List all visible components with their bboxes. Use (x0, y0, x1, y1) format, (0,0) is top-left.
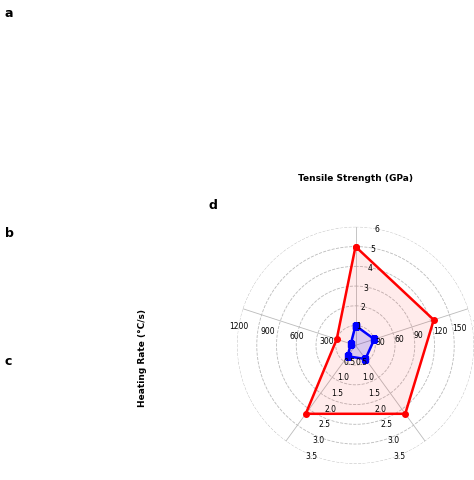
Text: 180: 180 (472, 320, 474, 328)
Text: 2.5: 2.5 (318, 420, 330, 429)
Text: 6: 6 (374, 225, 379, 234)
Text: Heating Rate (°C/s): Heating Rate (°C/s) (138, 309, 147, 407)
Text: 4: 4 (367, 264, 372, 273)
Text: 2.0: 2.0 (374, 404, 386, 413)
Text: 1200: 1200 (229, 322, 248, 331)
Text: Tensile Strength (GPa): Tensile Strength (GPa) (298, 173, 413, 182)
Text: 3.5: 3.5 (306, 451, 318, 460)
Text: 1.0: 1.0 (362, 372, 374, 382)
Text: 0.5: 0.5 (343, 357, 356, 366)
Text: d: d (209, 198, 218, 211)
Text: a: a (5, 7, 13, 20)
Text: 2.5: 2.5 (381, 420, 393, 429)
Text: 1.5: 1.5 (368, 388, 380, 397)
Text: 1.0: 1.0 (337, 372, 349, 382)
Text: 3.0: 3.0 (312, 435, 324, 444)
Text: 3: 3 (364, 283, 369, 292)
Polygon shape (347, 326, 374, 359)
Text: 3.5: 3.5 (393, 451, 405, 460)
Text: 3.0: 3.0 (387, 435, 399, 444)
Text: b: b (5, 227, 13, 240)
Text: 90: 90 (414, 330, 423, 339)
Text: 120: 120 (433, 327, 447, 336)
Text: 150: 150 (453, 323, 467, 332)
Text: 900: 900 (261, 326, 275, 336)
Text: 1: 1 (356, 322, 361, 331)
Polygon shape (306, 247, 434, 414)
Text: 0.5: 0.5 (356, 357, 368, 366)
Text: 600: 600 (290, 332, 304, 340)
Text: 60: 60 (394, 334, 404, 343)
Text: 1.5: 1.5 (331, 388, 343, 397)
Text: c: c (5, 354, 12, 367)
Text: 5: 5 (371, 244, 375, 253)
Text: 30: 30 (375, 337, 385, 347)
Text: 300: 300 (319, 336, 334, 345)
Text: 2: 2 (360, 302, 365, 312)
Text: 2.0: 2.0 (325, 404, 337, 413)
